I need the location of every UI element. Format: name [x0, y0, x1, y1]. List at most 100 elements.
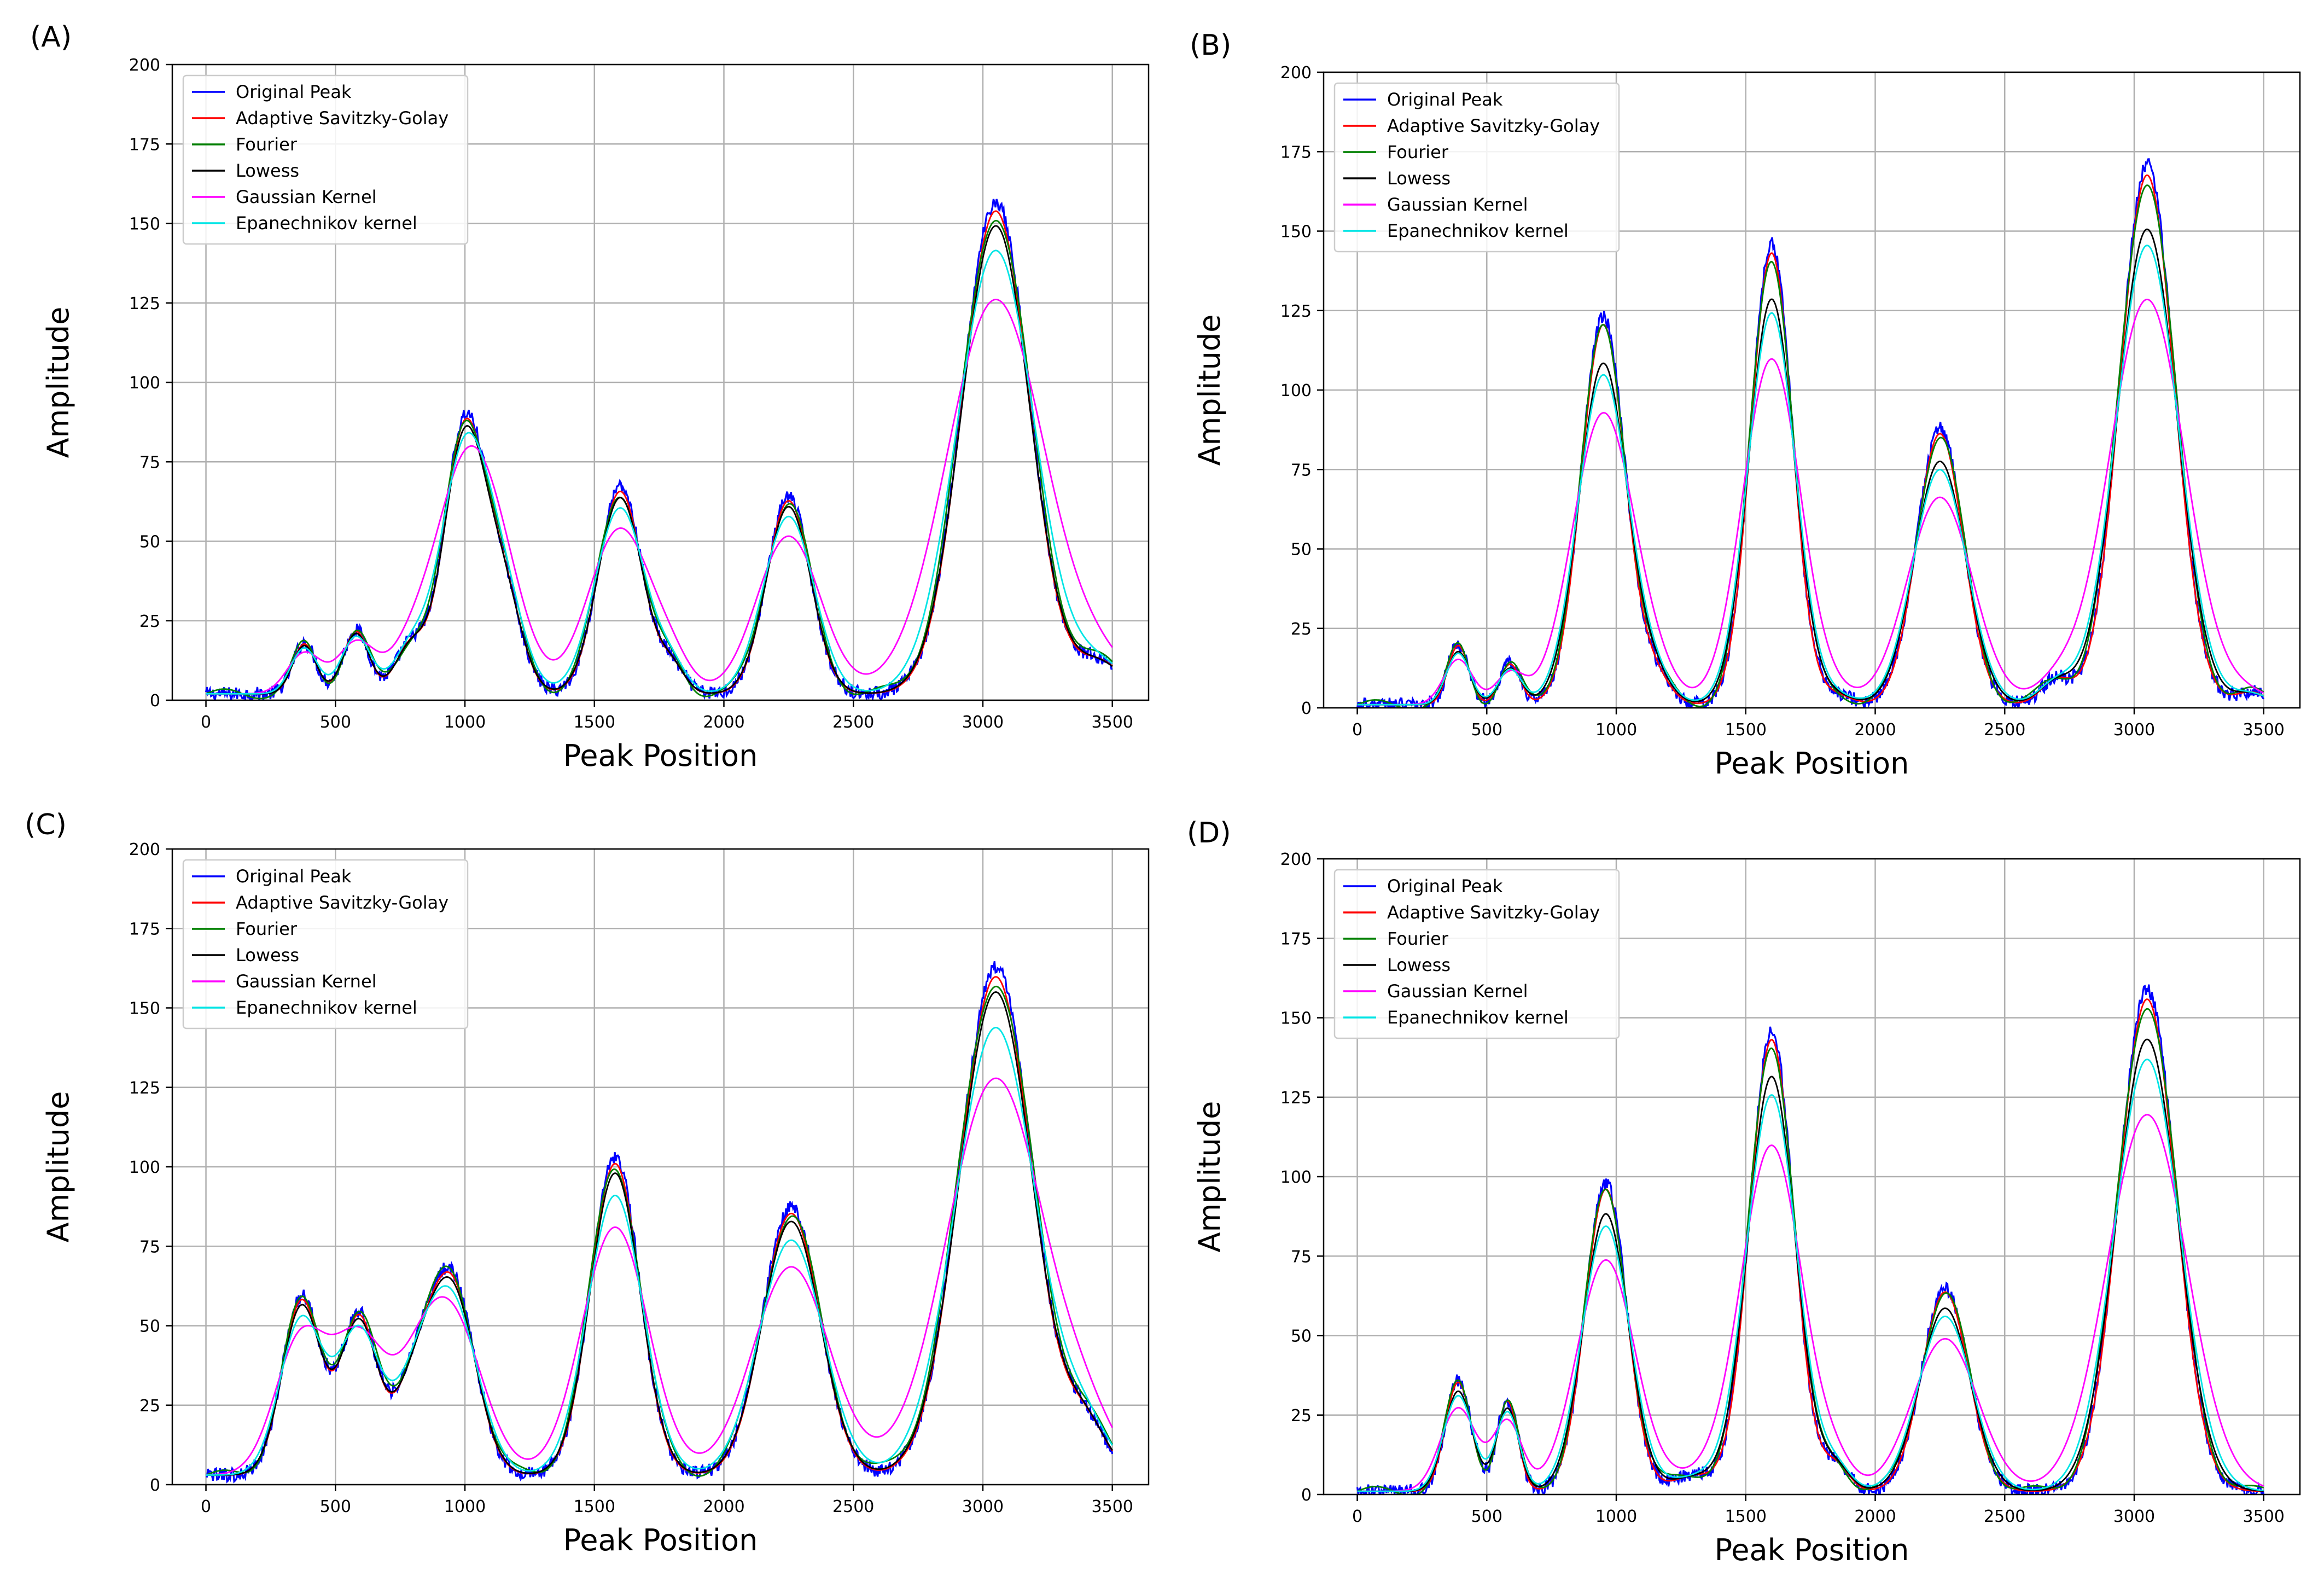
series-line-epanechnikov-kernel [206, 249, 1113, 695]
y-tick-label: 0 [150, 691, 160, 711]
x-tick-label: 2000 [703, 1497, 744, 1516]
legend-entry-label: Fourier [1387, 928, 1449, 949]
series-line-gaussian-kernel [1357, 1114, 2264, 1492]
legend-entry-label: Adaptive Savitzky-Golay [1387, 902, 1600, 923]
x-tick-label: 1000 [444, 713, 486, 732]
series-line-fourier [1357, 1008, 2264, 1494]
x-tick-label: 0 [201, 713, 211, 732]
x-tick-label: 0 [1352, 720, 1362, 740]
y-tick-label: 25 [1291, 620, 1312, 639]
y-tick-label: 150 [129, 215, 160, 234]
y-tick-label: 175 [129, 920, 160, 939]
x-tick-label: 1000 [1595, 720, 1637, 740]
y-tick-label: 125 [1280, 1089, 1312, 1108]
series-line-adaptive-savitzky-golay [1357, 174, 2264, 706]
legend [182, 74, 469, 245]
x-axis-title: Peak Position [563, 1523, 758, 1557]
y-tick-label: 100 [129, 1158, 160, 1177]
y-tick-label: 100 [1280, 381, 1312, 400]
y-tick-label: 200 [129, 56, 160, 75]
series-line-gaussian-kernel [1357, 298, 2264, 706]
chart-panel-2: (C) 0 500 1000 1500 2000 2500 3000 3500 0 25 50 75 10… [25, 809, 1150, 1557]
series-line-lowess [206, 991, 1113, 1476]
x-tick-label: 3000 [962, 713, 1004, 732]
series-line-lowess [206, 225, 1113, 695]
x-tick-label: 2000 [703, 713, 744, 732]
chart-panel-1: (B) 0 500 1000 1500 2000 2500 3000 3500 0 25 50 75 10… [1190, 29, 2301, 781]
x-tick-label: 3000 [2113, 720, 2155, 740]
y-tick-label: 25 [1291, 1406, 1312, 1426]
legend-entry-label: Original Peak [1387, 89, 1503, 110]
y-tick-label: 200 [1280, 850, 1312, 869]
y-axis-title: Amplitude [1192, 1101, 1227, 1253]
x-tick-label: 1500 [1725, 1507, 1767, 1526]
legend-entry-label: Gaussian Kernel [1387, 194, 1528, 215]
legend [1333, 869, 1620, 1039]
x-tick-label: 3500 [1092, 713, 1133, 732]
legend-entry-label: Gaussian Kernel [236, 971, 377, 992]
y-tick-label: 125 [129, 294, 160, 313]
y-tick-label: 125 [1280, 302, 1312, 321]
y-tick-label: 50 [1291, 540, 1312, 560]
legend [182, 859, 469, 1030]
y-tick-label: 25 [139, 1397, 160, 1416]
x-axis-title: Peak Position [1715, 1533, 1909, 1567]
x-tick-label: 0 [201, 1497, 211, 1516]
x-tick-label: 1500 [574, 1497, 615, 1516]
x-tick-label: 0 [1352, 1507, 1362, 1526]
x-tick-label: 500 [320, 713, 351, 732]
y-tick-label: 75 [139, 1237, 160, 1257]
x-tick-label: 3500 [1092, 1497, 1133, 1516]
series-line-epanechnikov-kernel [1357, 245, 2264, 706]
y-axis-title: Amplitude [41, 1091, 75, 1243]
x-tick-label: 2000 [1854, 1507, 1896, 1526]
x-tick-label: 500 [1471, 1507, 1502, 1526]
y-tick-label: 150 [1280, 223, 1312, 242]
x-tick-label: 3000 [2113, 1507, 2155, 1526]
legend-entry-label: Lowess [1387, 168, 1451, 189]
legend-entry-label: Lowess [1387, 955, 1451, 975]
chart-panel-3: (D) 0 500 1000 1500 2000 2500 3000 3500 0 25 50 75 10… [1187, 817, 2301, 1567]
chart-panel-0: (A) 0 500 1000 1500 2000 2500 3000 3500 0 25 50 75 10… [30, 21, 1150, 773]
series-line-lowess [1357, 1038, 2264, 1492]
legend-entry-label: Fourier [236, 134, 298, 155]
x-tick-label: 500 [1471, 720, 1502, 740]
legend-entry-label: Epanechnikov kernel [236, 213, 417, 234]
y-tick-label: 75 [1291, 1247, 1312, 1266]
x-tick-label: 500 [320, 1497, 351, 1516]
x-tick-label: 3500 [2243, 720, 2285, 740]
panel-label: (C) [25, 809, 67, 841]
x-tick-label: 1500 [574, 713, 615, 732]
legend-entry-label: Epanechnikov kernel [236, 997, 417, 1018]
x-tick-label: 1000 [444, 1497, 486, 1516]
panel-label: (D) [1187, 817, 1231, 850]
legend-entry-label: Adaptive Savitzky-Golay [236, 108, 449, 129]
x-tick-label: 2500 [1984, 1507, 2025, 1526]
y-tick-label: 0 [150, 1476, 160, 1495]
y-tick-label: 25 [139, 612, 160, 631]
series-line-gaussian-kernel [206, 299, 1113, 695]
panel-label: (A) [30, 21, 72, 54]
legend-entry-label: Adaptive Savitzky-Golay [1387, 115, 1600, 136]
x-axis-title: Peak Position [1715, 746, 1909, 781]
x-tick-label: 2500 [832, 1497, 874, 1516]
legend-entry-label: Fourier [1387, 142, 1449, 162]
y-tick-label: 75 [1291, 461, 1312, 480]
series-line-original-peak [1356, 984, 2265, 1494]
legend [1333, 82, 1620, 253]
y-tick-label: 100 [129, 374, 160, 393]
x-tick-label: 1000 [1595, 1507, 1637, 1526]
legend-entry-label: Original Peak [1387, 876, 1503, 897]
x-tick-label: 3000 [962, 1497, 1004, 1516]
y-tick-label: 0 [1301, 699, 1312, 718]
series-line-epanechnikov-kernel [206, 1027, 1113, 1476]
y-axis-title: Amplitude [41, 307, 75, 458]
series-line-original-peak [205, 199, 1113, 700]
y-tick-label: 150 [1280, 1009, 1312, 1028]
series-line-adaptive-savitzky-golay [1357, 998, 2264, 1492]
legend-entry-label: Original Peak [236, 866, 352, 887]
y-tick-label: 150 [129, 999, 160, 1019]
y-tick-label: 50 [1291, 1327, 1312, 1346]
legend-entry-label: Adaptive Savitzky-Golay [236, 892, 449, 913]
